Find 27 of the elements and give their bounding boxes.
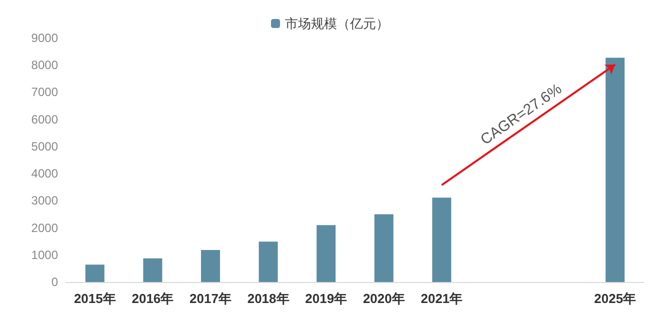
x-tick-label: 2017年 xyxy=(190,291,232,306)
y-tick-label: 6000 xyxy=(31,112,58,126)
bar xyxy=(85,264,104,282)
x-tick-label: 2016年 xyxy=(132,291,174,306)
x-tick-label: 2015年 xyxy=(74,291,116,306)
bar xyxy=(432,198,452,282)
bar xyxy=(258,242,278,282)
y-tick-label: 3000 xyxy=(31,194,58,208)
x-tick-label: 2018年 xyxy=(247,291,290,306)
x-tick-label: 2020年 xyxy=(362,291,405,306)
bar xyxy=(316,225,336,282)
bar xyxy=(143,258,162,282)
y-tick-label: 7000 xyxy=(31,85,58,100)
x-tick-label: 2025年 xyxy=(594,291,636,306)
x-tick-label: 2019年 xyxy=(305,291,348,306)
y-tick-label: 1000 xyxy=(31,248,58,262)
y-tick-label: 2000 xyxy=(31,220,58,235)
y-tick-label: 0 xyxy=(51,275,58,289)
bar xyxy=(606,58,625,282)
y-tick-label: 8000 xyxy=(31,58,58,72)
bar xyxy=(374,214,394,282)
legend-label: 市场规模（亿元） xyxy=(285,16,389,31)
x-tick-label: 2021年 xyxy=(420,291,463,306)
bar xyxy=(201,250,220,282)
y-tick-label: 5000 xyxy=(31,139,58,154)
y-tick-label: 9000 xyxy=(31,31,58,45)
y-tick-label: 4000 xyxy=(31,166,58,181)
